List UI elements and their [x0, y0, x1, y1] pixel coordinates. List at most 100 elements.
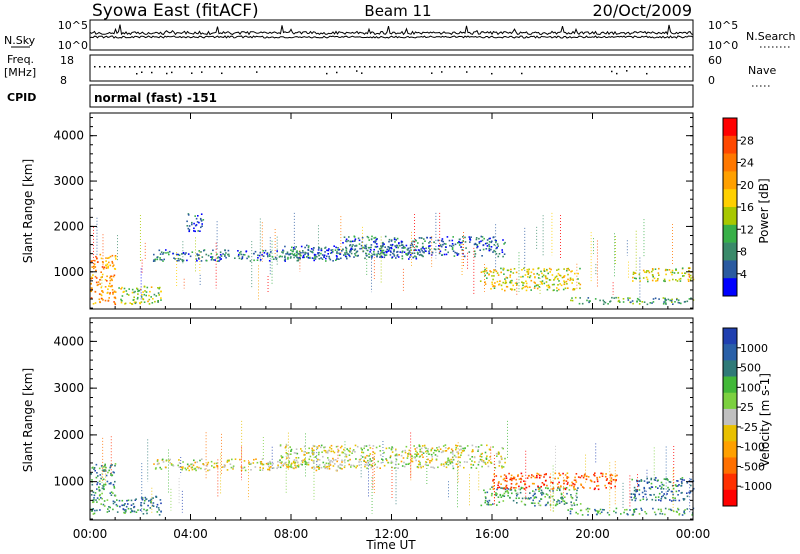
echo-pixel	[676, 511, 678, 513]
echo-pixel	[112, 500, 115, 503]
echo-pixel	[500, 483, 502, 485]
echo-pixel	[290, 249, 292, 251]
echo-pixel	[461, 241, 463, 244]
echo-pixel	[290, 466, 293, 468]
echo-pixel	[510, 486, 513, 489]
echo-pixel	[188, 469, 190, 472]
echo-pixel	[520, 478, 523, 481]
echo-pixel	[393, 467, 396, 469]
echo-pixel	[614, 485, 616, 488]
echo-pixel	[606, 478, 608, 480]
echo-pixel	[518, 497, 520, 499]
echo-pixel	[90, 297, 93, 299]
colorbar-segment	[723, 392, 737, 410]
echo-pixel	[532, 268, 535, 271]
echo-pixel	[383, 256, 386, 259]
echo-pixel	[373, 248, 375, 251]
echo-pixel	[327, 450, 330, 452]
echo-pixel	[624, 509, 626, 511]
echo-pixel	[596, 478, 599, 481]
echo-pixel	[668, 508, 670, 511]
echo-pixel	[677, 271, 680, 274]
echo-pixel	[342, 451, 345, 454]
echo-pixel	[255, 458, 257, 460]
echo-pixel	[543, 476, 545, 478]
echo-pixel	[668, 481, 671, 483]
echo-pixel	[363, 445, 366, 447]
echo-pixel	[182, 461, 184, 463]
echo-pixel	[481, 239, 484, 242]
echo-pixel	[320, 249, 323, 252]
echo-pixel	[422, 251, 424, 253]
echo-pixel	[671, 269, 674, 272]
echo-pixel	[325, 462, 328, 465]
echo-pixel	[418, 456, 421, 458]
echo-pixel	[282, 250, 285, 252]
echo-pixel	[334, 249, 337, 251]
echo-pixel	[602, 473, 604, 475]
echo-pixel	[491, 486, 493, 488]
echo-pixel	[459, 461, 461, 464]
echo-pixel	[178, 459, 180, 461]
echo-pixel	[388, 238, 391, 241]
echo-pixel	[566, 492, 568, 495]
echo-pixel	[162, 461, 165, 463]
echo-pixel	[556, 289, 558, 292]
echo-pixel	[227, 249, 230, 252]
echo-pixel	[447, 459, 449, 462]
echo-pixel	[510, 474, 513, 477]
echo-pixel	[417, 466, 420, 469]
y-tick-label: 3000	[53, 174, 84, 188]
echo-pixel	[188, 225, 191, 227]
echo-pixel	[90, 277, 92, 280]
echo-pixel	[486, 455, 488, 457]
echo-pixel	[142, 291, 144, 293]
freq-dot	[114, 66, 116, 68]
echo-pixel	[449, 244, 451, 247]
echo-pixel	[200, 218, 202, 221]
echo-pixel	[325, 451, 327, 454]
echo-pixel	[640, 479, 643, 481]
echo-pixel	[470, 466, 473, 469]
echo-pixel	[588, 508, 591, 510]
echo-pixel	[318, 247, 320, 249]
echo-pixel	[675, 268, 677, 270]
y-tick-label: 2000	[53, 428, 84, 442]
echo-pixel	[381, 458, 383, 460]
echo-pixel	[545, 487, 547, 489]
echo-pixel	[487, 502, 490, 504]
echo-pixel	[239, 458, 241, 461]
freq-dot	[109, 66, 111, 68]
echo-pixel	[651, 274, 654, 276]
echo-pixel	[329, 464, 332, 466]
echo-pixel	[501, 288, 503, 291]
echo-pixel	[407, 247, 410, 250]
echo-pixel	[376, 243, 378, 245]
echo-pixel	[97, 475, 99, 477]
echo-pixel	[157, 301, 159, 303]
velocity-axes: 00:00 04:00 08:00 12:00 16:00 20:00 00:0010002…	[53, 318, 710, 541]
freq-dot	[369, 66, 371, 68]
echo-pixel	[652, 507, 654, 510]
echo-pixel	[663, 493, 665, 495]
echo-pixel	[98, 293, 101, 295]
echo-pixel	[448, 459, 450, 461]
echo-pixel	[392, 252, 394, 255]
freq-dot	[469, 66, 471, 68]
echo-pixel	[532, 502, 534, 504]
echo-pixel	[690, 478, 692, 481]
echo-pixel	[118, 287, 120, 289]
echo-pixel	[216, 253, 218, 255]
echo-pixel	[498, 486, 501, 489]
echo-pixel	[516, 492, 519, 494]
echo-pixel	[601, 475, 604, 477]
echo-pixel	[212, 249, 214, 252]
echo-pixel	[253, 458, 255, 461]
echo-pixel	[511, 279, 513, 282]
echo-pixel	[396, 250, 399, 253]
echo-pixel	[447, 448, 449, 450]
echo-pixel	[490, 241, 493, 244]
echo-pixel	[527, 276, 529, 278]
echo-pixel	[381, 245, 383, 248]
echo-pixel	[146, 512, 148, 515]
